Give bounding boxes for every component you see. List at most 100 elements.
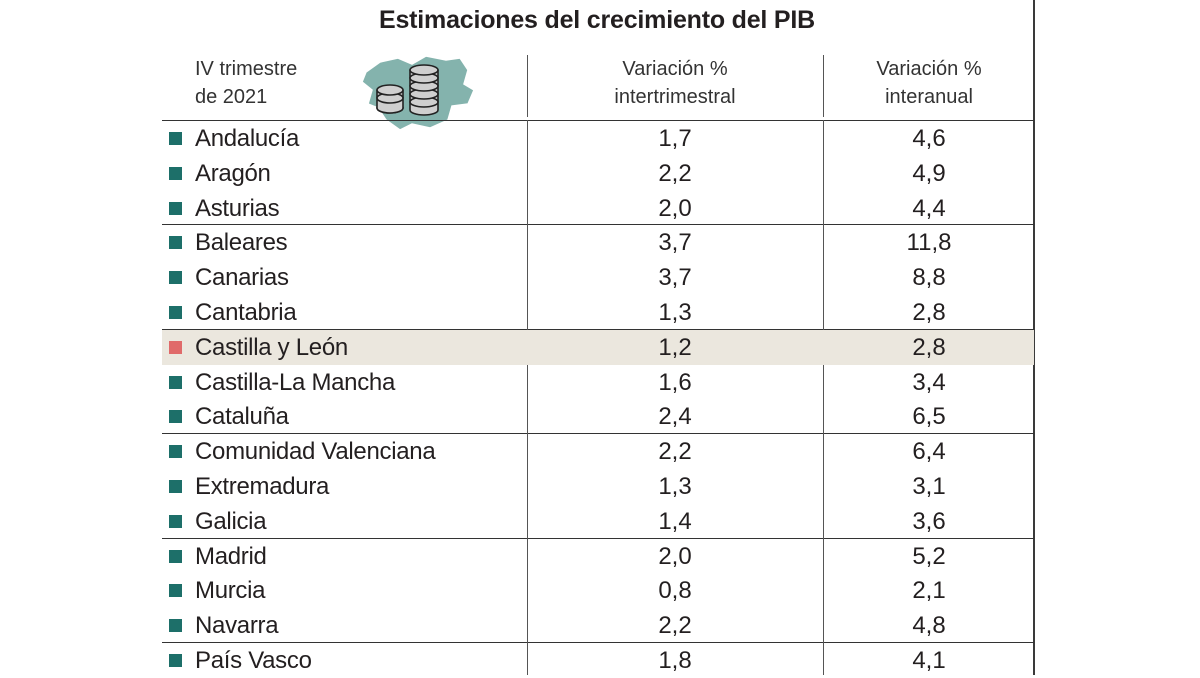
region-name: Navarra <box>195 612 279 639</box>
header-intertrimestral: Variación % intertrimestral <box>527 55 823 111</box>
value-intertrimestral: 2,0 <box>658 195 692 222</box>
value-interanual: 6,5 <box>912 403 946 430</box>
value-intertrimestral: 1,2 <box>658 334 692 361</box>
group-separator <box>162 538 1034 539</box>
right-border <box>1033 0 1035 675</box>
row-marker-icon <box>169 445 182 458</box>
table-row: Aragón 2,2 4,9 <box>162 156 1034 191</box>
region-name: Comunidad Valenciana <box>195 438 436 465</box>
row-marker-icon <box>169 480 182 493</box>
region-name: Canarias <box>195 264 289 291</box>
region-name: País Vasco <box>195 647 312 674</box>
region-name: Cataluña <box>195 403 289 430</box>
region-name: Extremadura <box>195 473 330 500</box>
row-marker-icon <box>169 619 182 632</box>
row-marker-icon <box>169 202 182 215</box>
group-separator <box>162 224 1034 225</box>
value-intertrimestral: 1,3 <box>658 299 692 326</box>
value-intertrimestral: 2,2 <box>658 438 692 465</box>
row-marker-icon <box>169 550 182 563</box>
value-interanual: 3,6 <box>912 508 946 535</box>
group-separator <box>162 433 1034 434</box>
header-col2-line1: Variación % <box>876 58 982 80</box>
table-row: Castilla-La Mancha 1,6 3,4 <box>162 365 1034 400</box>
value-intertrimestral: 1,8 <box>658 647 692 674</box>
row-marker-icon <box>169 376 182 389</box>
table-row: Murcia 0,8 2,1 <box>162 573 1034 608</box>
header-period: IV trimestre de 2021 <box>195 55 297 111</box>
value-interanual: 5,2 <box>912 543 946 570</box>
value-interanual: 2,1 <box>912 577 946 604</box>
value-interanual: 3,1 <box>912 473 946 500</box>
column-separator <box>823 120 824 675</box>
region-name: Castilla-La Mancha <box>195 369 396 396</box>
table-row: Baleares 3,7 11,8 <box>162 225 1034 260</box>
value-interanual: 4,8 <box>912 612 946 639</box>
row-marker-icon <box>169 341 182 354</box>
table-row: País Vasco 1,8 4,1 <box>162 643 1034 678</box>
value-interanual: 4,9 <box>912 160 946 187</box>
region-name: Galicia <box>195 508 267 535</box>
chart-title: Estimaciones del crecimiento del PIB <box>378 6 815 34</box>
group-separator <box>162 120 1034 121</box>
group-separator <box>162 642 1034 643</box>
row-marker-icon <box>169 132 182 145</box>
region-name: Asturias <box>195 195 280 222</box>
value-interanual: 4,1 <box>912 647 946 674</box>
region-name: Cantabria <box>195 299 297 326</box>
value-interanual: 11,8 <box>906 229 952 256</box>
table-row: Cataluña 2,4 6,5 <box>162 399 1034 434</box>
region-name: Aragón <box>195 160 271 187</box>
value-intertrimestral: 2,2 <box>658 612 692 639</box>
row-marker-icon <box>169 410 182 423</box>
value-intertrimestral: 0,8 <box>658 577 692 604</box>
value-intertrimestral: 3,7 <box>658 229 692 256</box>
table-row: Asturias 2,0 4,4 <box>162 191 1034 226</box>
value-intertrimestral: 1,6 <box>658 369 692 396</box>
region-name: Madrid <box>195 543 267 570</box>
value-interanual: 6,4 <box>912 438 946 465</box>
value-intertrimestral: 2,0 <box>658 543 692 570</box>
table-row: Canarias 3,7 8,8 <box>162 260 1034 295</box>
region-name: Murcia <box>195 577 266 604</box>
value-intertrimestral: 1,3 <box>658 473 692 500</box>
header-col2-line2: interanual <box>885 86 973 108</box>
group-separator <box>162 329 1034 330</box>
table-row: Castilla y León 1,2 2,8 <box>162 330 1034 365</box>
header-period-line2: de 2021 <box>195 86 268 108</box>
column-separator <box>527 120 528 675</box>
value-intertrimestral: 1,7 <box>658 125 692 152</box>
region-name: Baleares <box>195 229 288 256</box>
region-name: Castilla y León <box>195 334 348 361</box>
table-row: Andalucía 1,7 4,6 <box>162 121 1034 156</box>
value-intertrimestral: 2,4 <box>658 403 692 430</box>
value-interanual: 4,4 <box>912 195 946 222</box>
value-interanual: 2,8 <box>912 334 946 361</box>
table-row: Madrid 2,0 5,2 <box>162 539 1034 574</box>
header-col1-line1: Variación % <box>622 58 728 80</box>
row-marker-icon <box>169 654 182 667</box>
header-col1-line2: intertrimestral <box>614 86 736 108</box>
value-interanual: 2,8 <box>912 299 946 326</box>
value-intertrimestral: 3,7 <box>658 264 692 291</box>
map-coins-icon <box>361 55 475 131</box>
row-marker-icon <box>169 584 182 597</box>
header-interanual: Variación % interanual <box>824 55 1034 111</box>
value-intertrimestral: 2,2 <box>658 160 692 187</box>
value-intertrimestral: 1,4 <box>658 508 692 535</box>
row-marker-icon <box>169 236 182 249</box>
value-interanual: 8,8 <box>912 264 946 291</box>
value-interanual: 4,6 <box>912 125 946 152</box>
header-separator-1 <box>527 55 528 117</box>
region-name: Andalucía <box>195 125 300 152</box>
table-row: Extremadura 1,3 3,1 <box>162 469 1034 504</box>
row-marker-icon <box>169 515 182 528</box>
value-interanual: 3,4 <box>912 369 946 396</box>
table-row: Cantabria 1,3 2,8 <box>162 295 1034 330</box>
table-row: Comunidad Valenciana 2,2 6,4 <box>162 434 1034 469</box>
table-row: Navarra 2,2 4,8 <box>162 608 1034 643</box>
row-marker-icon <box>169 271 182 284</box>
header-separator-2 <box>823 55 824 117</box>
table-row: Galicia 1,4 3,6 <box>162 504 1034 539</box>
